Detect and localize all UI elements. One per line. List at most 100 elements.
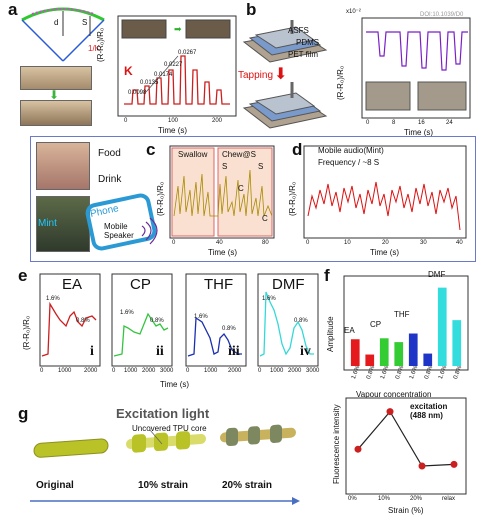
stage-20: 20% strain <box>222 480 273 491</box>
down-arrow-red-icon: ⬇ <box>274 66 288 83</box>
stage-original: Original <box>36 480 74 491</box>
e4-a1: 1.6% <box>262 296 276 302</box>
chart-f-frame <box>343 275 469 371</box>
chart-b-scale: x10⁻² <box>346 9 361 15</box>
annot-a-1: 0.0098 <box>128 90 147 96</box>
tapping-label: Tapping <box>238 70 274 81</box>
e1-roman: i <box>90 344 94 359</box>
chart-b-xtick-1: 8 <box>392 120 396 126</box>
chart-d-xtick-2: 20 <box>382 240 389 246</box>
e1-a1: 1.6% <box>46 296 60 302</box>
chew-s1: S <box>222 162 228 171</box>
diagram-d-label: d <box>54 18 59 27</box>
chart-b <box>361 17 471 119</box>
bar-7 <box>437 287 447 366</box>
chart-c-xtick-1: 40 <box>216 240 223 246</box>
f-group-cp: CP <box>370 320 382 329</box>
bar-2 <box>365 354 375 366</box>
panel-g-label: g <box>18 404 29 423</box>
e2-xtick-2: 2000 <box>142 368 156 374</box>
e2-xtick-3: 3000 <box>160 368 174 374</box>
layer-asfs: ASFS <box>288 26 309 35</box>
chart-c-xtick-0: 0 <box>172 240 176 246</box>
chart-e3 <box>185 273 247 367</box>
chart-g-title: excitation (488 nm) <box>410 402 448 420</box>
chart-b-xtick-3: 24 <box>446 120 453 126</box>
annot-a-4: 0.0227 <box>164 62 183 68</box>
diagram-s-label: S <box>82 18 88 27</box>
f-group-thf: THF <box>394 310 410 319</box>
chart-e1 <box>39 273 101 367</box>
panel-c-label: c <box>146 140 156 159</box>
e3-xtick-2: 2000 <box>228 368 242 374</box>
g-line <box>357 410 455 467</box>
e1-xtick-1: 1000 <box>58 368 72 374</box>
e3-a2: 0.8% <box>222 326 236 332</box>
chart-c-ylabel: (R-R₀)/R₀ <box>156 181 165 216</box>
stage-10: 10% strain <box>138 480 189 491</box>
chart-g-xtick-1: 10% <box>378 496 391 502</box>
e3-a1: 1.6% <box>194 314 208 320</box>
e2-a2: 0.8% <box>150 318 164 324</box>
fiber-diagram <box>33 424 296 458</box>
chart-a-k-label: K <box>124 64 133 78</box>
chart-f-ylabel: Amplitude <box>326 316 335 352</box>
chart-g-ylabel: Fluorescence intensity <box>332 404 341 484</box>
e4-name: DMF <box>272 276 305 293</box>
bar-5 <box>408 333 418 366</box>
e2-xtick-0: 0 <box>112 368 116 374</box>
chart-a-xtick-0: 0 <box>124 118 128 124</box>
e1-xtick-2: 2000 <box>84 368 98 374</box>
neck-photo <box>36 142 90 190</box>
chart-e-xlabel: Time (s) <box>160 380 190 389</box>
g-core-label: Uncovered TPU core <box>132 424 207 433</box>
chart-g <box>345 397 467 495</box>
chart-b-xtick-0: 0 <box>366 120 370 126</box>
chart-d-ylabel: (R-R₀)/R₀ <box>288 181 297 216</box>
g-point-4 <box>450 460 458 468</box>
bar-8 <box>452 320 462 366</box>
e4-xtick-2: 2000 <box>288 368 302 374</box>
chart-b-xlabel: Time (s) <box>404 128 434 137</box>
chart-d-line2: Frequency / ~8 S <box>318 158 380 167</box>
g-title: Excitation light <box>116 406 210 421</box>
chart-b-ylabel: (R-R₀)/R₀ <box>336 65 345 100</box>
mobile-speaker-label: Mobile Speaker <box>104 222 134 240</box>
e1-name: EA <box>62 276 83 293</box>
e3-roman: iii <box>228 344 240 359</box>
panel-b-label: b <box>246 0 257 19</box>
chart-d-xtick-1: 10 <box>344 240 351 246</box>
chart-g-xtick-3: relax <box>442 496 456 502</box>
chart-a-xlabel: Time (s) <box>158 126 188 135</box>
chart-g-frame <box>345 397 467 495</box>
diagram-k-label: 1/K <box>88 44 101 53</box>
layer-pdms: PDMS <box>296 38 320 47</box>
e3-name: THF <box>204 276 234 293</box>
chart-c <box>169 145 275 239</box>
chart-c-xtick-2: 80 <box>262 240 269 246</box>
panel-f-label: f <box>324 266 330 285</box>
panel-d-label: d <box>292 140 303 159</box>
chart-g-xlabel: Strain (%) <box>388 506 424 515</box>
chart-d <box>303 145 467 239</box>
e2-name: CP <box>130 276 151 293</box>
chart-c-xlabel: Time (s) <box>208 248 238 257</box>
chart-a-xtick-2: 200 <box>212 118 223 124</box>
chart-f <box>343 275 469 371</box>
chart-a: ➡ <box>117 15 237 117</box>
bar-4 <box>394 342 404 366</box>
food-label: Food <box>98 148 121 159</box>
annot-a-5: 0.0267 <box>178 50 197 56</box>
bar-6 <box>423 353 433 366</box>
f-group-ea: EA <box>344 326 355 335</box>
e1-xtick-0: 0 <box>40 368 44 374</box>
chart-f-xlabel: Vapour concentration <box>356 390 432 399</box>
down-arrow-icon: ⬇ <box>49 88 60 102</box>
chart-b-xtick-2: 16 <box>418 120 425 126</box>
chart-g-xtick-0: 0% <box>348 496 357 502</box>
chart-d-xtick-0: 0 <box>306 240 310 246</box>
bar-3 <box>379 338 389 366</box>
f-group-dmf: DMF <box>428 270 446 279</box>
chart-g-xtick-2: 20% <box>410 496 423 502</box>
chart-d-xtick-4: 40 <box>456 240 463 246</box>
